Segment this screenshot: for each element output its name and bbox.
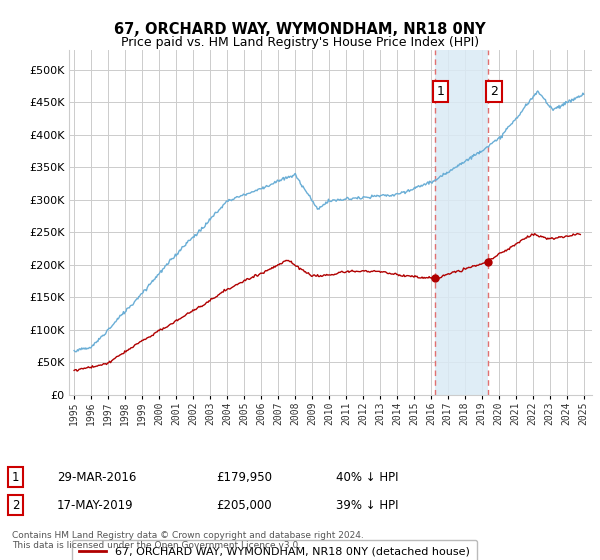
Legend: 67, ORCHARD WAY, WYMONDHAM, NR18 0NY (detached house), HPI: Average price, detac: 67, ORCHARD WAY, WYMONDHAM, NR18 0NY (de…	[72, 540, 477, 560]
Text: 40% ↓ HPI: 40% ↓ HPI	[336, 470, 398, 484]
Text: 2: 2	[12, 498, 19, 512]
Text: 17-MAY-2019: 17-MAY-2019	[57, 498, 134, 512]
Bar	[435, 50, 488, 395]
Text: Price paid vs. HM Land Registry's House Price Index (HPI): Price paid vs. HM Land Registry's House …	[121, 36, 479, 49]
Text: Contains HM Land Registry data © Crown copyright and database right 2024.
This d: Contains HM Land Registry data © Crown c…	[12, 531, 364, 550]
Text: 39% ↓ HPI: 39% ↓ HPI	[336, 498, 398, 512]
Text: £205,000: £205,000	[216, 498, 272, 512]
Text: 1: 1	[12, 470, 19, 484]
Text: 2: 2	[490, 85, 498, 98]
Text: 67, ORCHARD WAY, WYMONDHAM, NR18 0NY: 67, ORCHARD WAY, WYMONDHAM, NR18 0NY	[114, 22, 486, 38]
Text: 29-MAR-2016: 29-MAR-2016	[57, 470, 136, 484]
Text: £179,950: £179,950	[216, 470, 272, 484]
Text: 1: 1	[437, 85, 445, 98]
